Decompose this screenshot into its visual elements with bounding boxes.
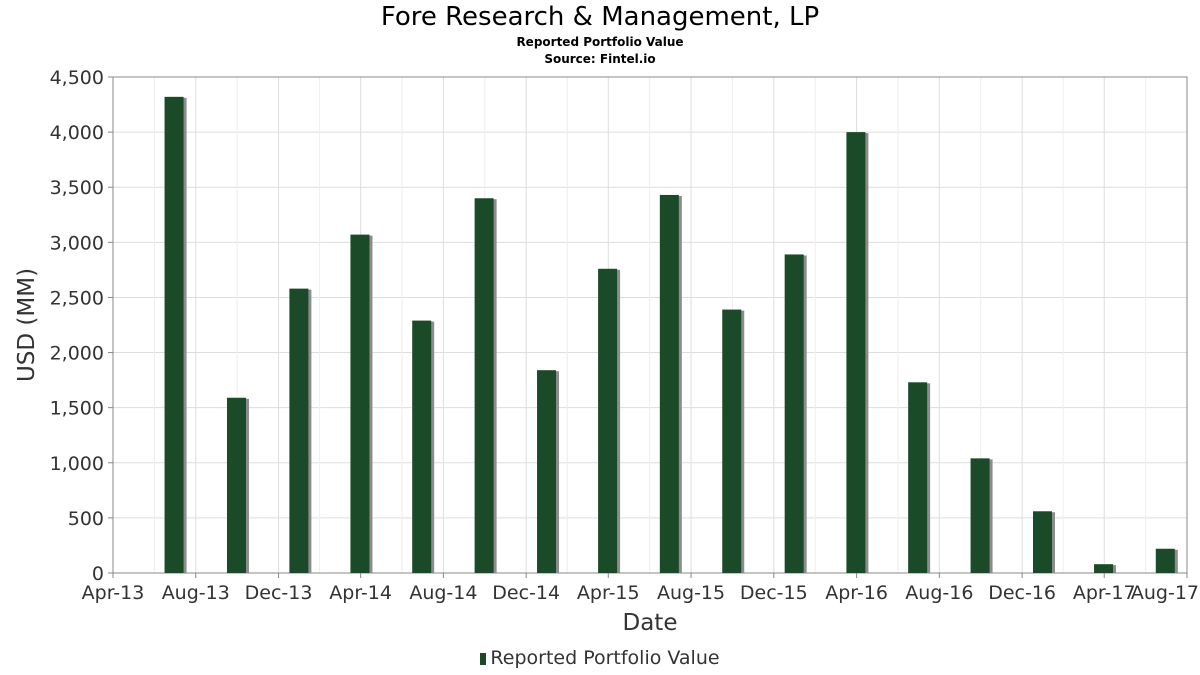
x-tick-label: Dec-14 bbox=[492, 582, 560, 604]
x-tick-label: Apr-16 bbox=[825, 582, 888, 604]
bar-fill bbox=[598, 268, 618, 573]
x-axis-label: Date bbox=[623, 610, 678, 636]
bars bbox=[164, 96, 1178, 574]
bar-fill bbox=[412, 320, 432, 573]
bar bbox=[1032, 511, 1055, 573]
y-tick-label: 0 bbox=[92, 563, 104, 585]
x-tick-label: Apr-14 bbox=[329, 582, 392, 604]
bar-fill bbox=[1155, 548, 1175, 573]
bar-fill bbox=[846, 132, 866, 573]
x-tick-label: Apr-13 bbox=[82, 582, 145, 604]
bar bbox=[784, 254, 807, 574]
bar-fill bbox=[908, 382, 928, 573]
bar-fill bbox=[289, 288, 309, 573]
x-tick-label: Dec-13 bbox=[245, 582, 313, 604]
x-axis-ticks: Apr-13 Aug-13 Dec-13 Apr-14 Aug-14 Dec-14 Apr-… bbox=[82, 573, 1199, 604]
y-tick-label: 3,000 bbox=[50, 232, 104, 254]
chart-title: Fore Research & Management, LP bbox=[380, 2, 820, 32]
bar-fill bbox=[1032, 511, 1052, 573]
y-tick-label: 2,000 bbox=[50, 343, 104, 365]
x-tick-label: Aug-17 bbox=[1131, 582, 1199, 604]
x-tick-label: Aug-13 bbox=[162, 582, 230, 604]
y-tick-label: 1,000 bbox=[50, 453, 104, 475]
legend-label: Reported Portfolio Value bbox=[490, 647, 720, 669]
bar bbox=[722, 309, 745, 573]
bar-fill bbox=[537, 370, 557, 573]
x-tick-label: Dec-15 bbox=[740, 582, 808, 604]
x-tick-label: Aug-14 bbox=[409, 582, 477, 604]
x-tick-label: Apr-15 bbox=[577, 582, 640, 604]
bar bbox=[474, 198, 497, 573]
bar bbox=[226, 397, 249, 573]
bar bbox=[659, 194, 682, 573]
bar-fill bbox=[226, 397, 246, 573]
bar bbox=[412, 320, 435, 573]
grid-lines bbox=[112, 76, 1188, 574]
x-tick-label: Dec-16 bbox=[988, 582, 1056, 604]
y-axis-label: USD (MM) bbox=[14, 268, 40, 382]
bar-fill bbox=[970, 458, 990, 573]
bar bbox=[289, 288, 312, 573]
bar bbox=[1155, 548, 1178, 573]
chart-source: Source: Fintel.io bbox=[544, 52, 656, 66]
bar-fill bbox=[164, 96, 184, 573]
bar-fill bbox=[659, 194, 679, 573]
bar-fill bbox=[1094, 564, 1114, 573]
bar bbox=[970, 458, 993, 573]
x-tick-label: Aug-16 bbox=[905, 582, 973, 604]
bar-fill bbox=[474, 198, 494, 573]
y-tick-label: 3,500 bbox=[50, 177, 104, 199]
y-tick-label: 4,000 bbox=[50, 122, 104, 144]
y-tick-label: 4,500 bbox=[50, 67, 104, 89]
bar bbox=[537, 370, 560, 573]
legend-swatch bbox=[480, 652, 487, 665]
y-tick-label: 2,500 bbox=[50, 287, 104, 309]
bar-fill bbox=[350, 234, 370, 573]
x-tick-label: Aug-15 bbox=[657, 582, 725, 604]
y-tick-label: 500 bbox=[68, 508, 104, 530]
bar bbox=[164, 96, 187, 573]
bar bbox=[846, 132, 869, 573]
bar-fill bbox=[722, 309, 742, 573]
x-tick-label: Apr-17 bbox=[1073, 582, 1136, 604]
bar bbox=[350, 234, 373, 573]
bar-fill bbox=[784, 254, 804, 574]
bar bbox=[1094, 564, 1117, 573]
y-axis-ticks: 0 500 1,000 1,500 2,000 2,500 3,000 3,500 4,000 4… bbox=[50, 67, 113, 585]
y-tick-label: 1,500 bbox=[50, 398, 104, 420]
legend: Reported Portfolio Value bbox=[0, 647, 1200, 669]
plot-area-frame bbox=[112, 76, 1188, 574]
bar bbox=[908, 382, 931, 573]
chart-subtitle: Reported Portfolio Value bbox=[516, 35, 684, 49]
bar bbox=[598, 268, 621, 573]
